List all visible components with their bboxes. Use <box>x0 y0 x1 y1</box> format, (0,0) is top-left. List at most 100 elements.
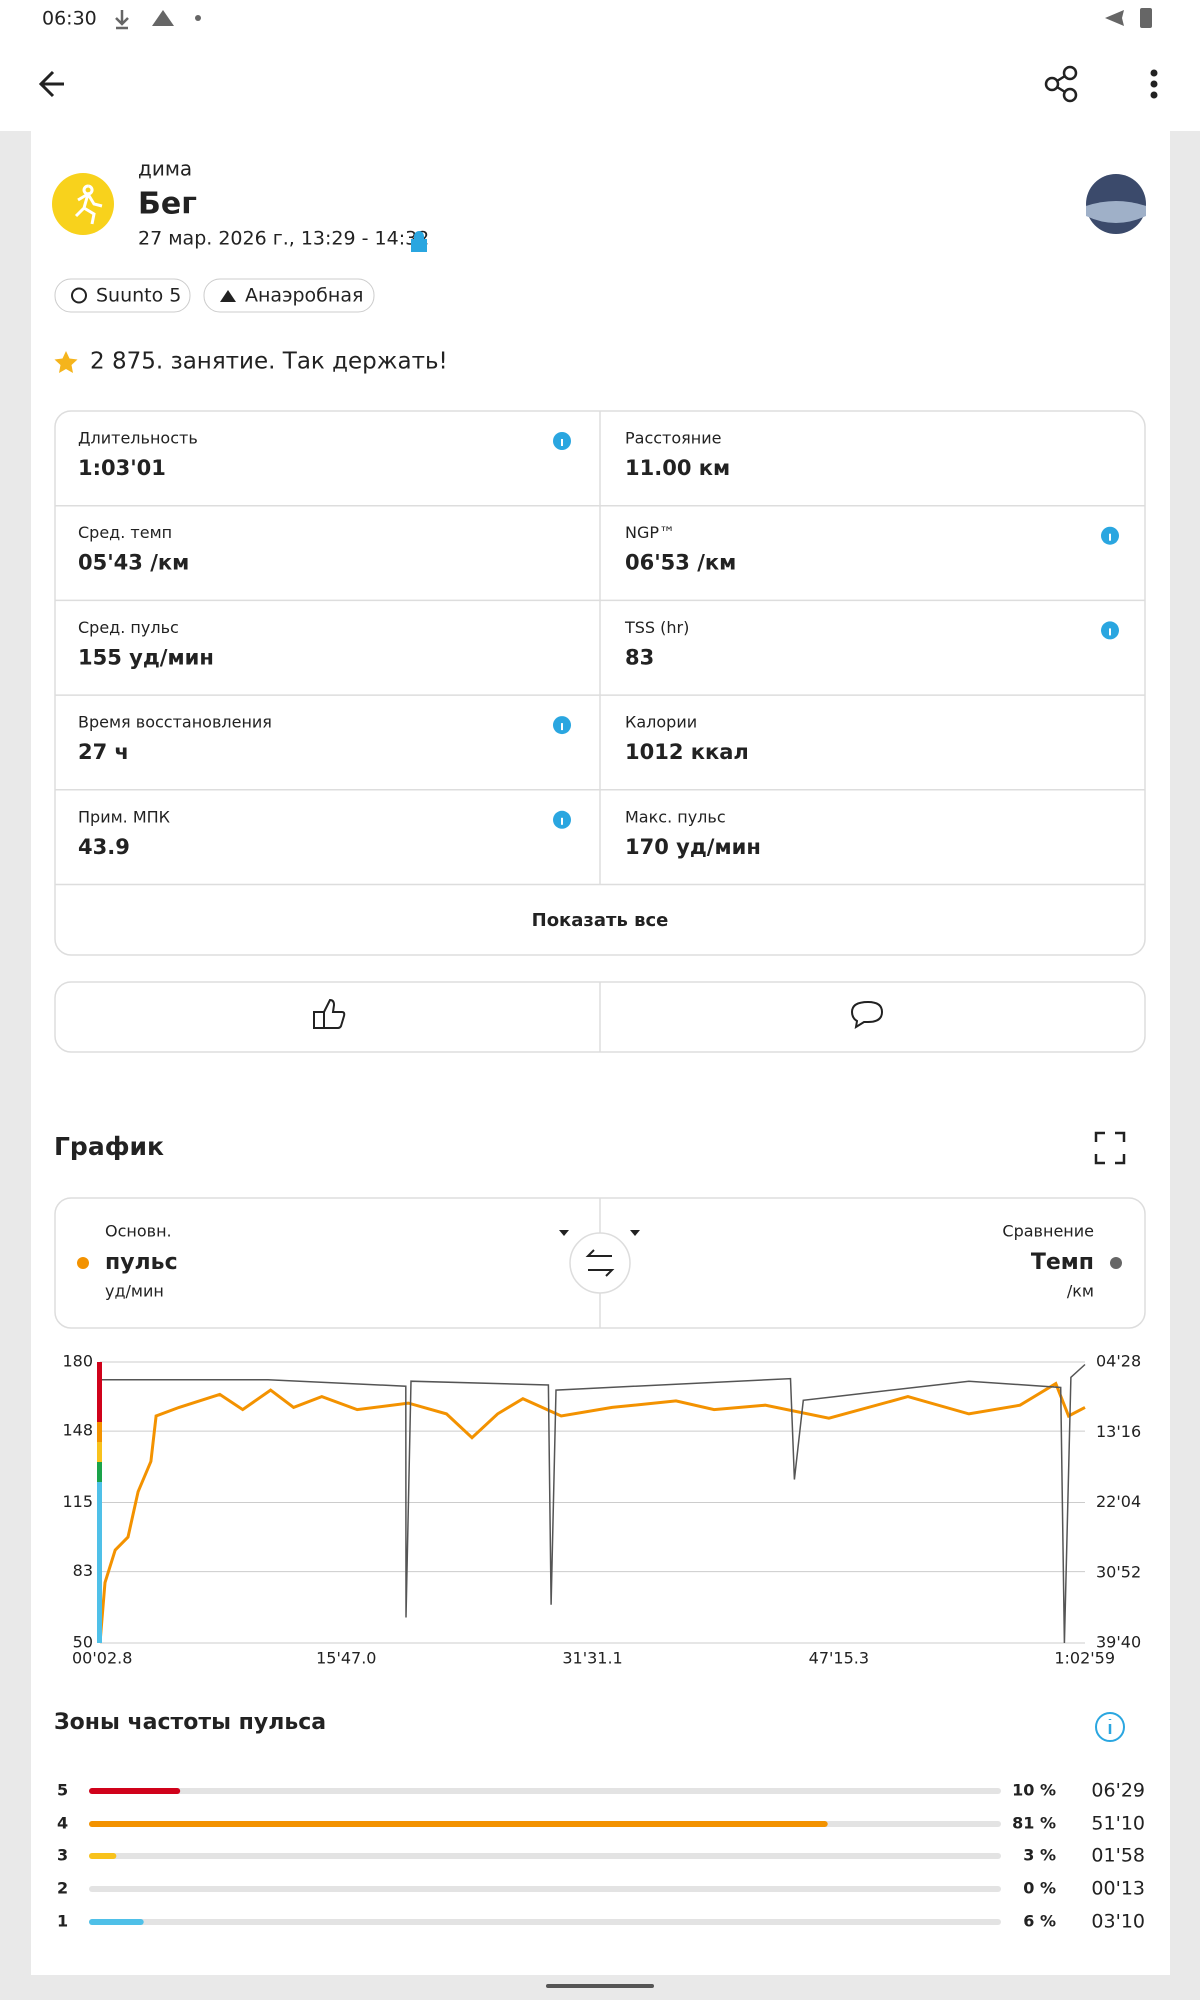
zone-number: 1 <box>57 1912 68 1931</box>
y2-tick-label: 22'04 <box>1096 1492 1141 1511</box>
zone-percent: 6 % <box>1023 1912 1056 1931</box>
y-tick-label: 180 <box>62 1352 93 1371</box>
stat-value: 11.00 км <box>625 456 730 480</box>
main-caption: Основн. <box>105 1222 172 1241</box>
zone-track <box>89 1919 1001 1925</box>
menu-button[interactable] <box>1150 69 1158 99</box>
home-indicator <box>546 1984 654 1988</box>
content-card <box>31 131 1170 1975</box>
zones-title: Зоны частоты пульса <box>54 1710 326 1735</box>
zone-strip <box>97 1422 102 1442</box>
zone-time: 06'29 <box>1091 1780 1145 1802</box>
back-button[interactable] <box>38 70 64 98</box>
stat-label: Расстояние <box>625 429 721 448</box>
stat-value: 1:03'01 <box>78 456 166 480</box>
tag-pill <box>203 278 375 313</box>
zone-bar <box>89 1821 828 1827</box>
stat-value: 1012 ккал <box>625 740 749 764</box>
zone-track <box>89 1853 1001 1859</box>
series-line <box>98 1381 1086 1644</box>
dropdown-icon[interactable] <box>559 1230 569 1236</box>
compare-caption: Сравнение <box>1002 1222 1094 1241</box>
main-unit: уд/мин <box>105 1282 164 1301</box>
sport-icon <box>52 173 114 235</box>
zone-percent: 81 % <box>1012 1814 1056 1833</box>
wifi-icon <box>1105 10 1124 26</box>
y2-tick-label: 30'52 <box>1096 1562 1141 1581</box>
stat-value: 155 уд/мин <box>78 645 214 669</box>
compare-unit: /км <box>1067 1282 1094 1301</box>
zones-list: 5 10 % 06'29 4 81 % 51'10 3 3 % 01'58 2 0 % 00'13 1 6… <box>57 1780 1145 1933</box>
stat-label: Сред. темп <box>78 523 172 542</box>
zone-percent: 3 % <box>1023 1846 1056 1865</box>
swap-button[interactable] <box>569 1232 631 1294</box>
tag-pill <box>54 278 191 313</box>
user-name: дима <box>138 157 192 181</box>
lock-icon <box>411 231 427 252</box>
stat-label: Время восстановления <box>78 713 272 732</box>
stat-label: NGP™ <box>625 523 675 542</box>
share-button[interactable] <box>1044 65 1078 103</box>
stat-label: Макс. пульс <box>625 807 726 826</box>
zone-percent: 0 % <box>1023 1879 1056 1898</box>
zone-time: 01'58 <box>1091 1845 1145 1867</box>
avatar-detail <box>1086 201 1146 223</box>
status-time: 06:30 <box>42 8 97 30</box>
x-tick-label: 47'15.3 <box>809 1649 869 1668</box>
stat-value: 27 ч <box>78 740 129 764</box>
star-icon <box>54 351 78 373</box>
stat-label: TSS (hr) <box>624 618 689 637</box>
battery-icon <box>1140 8 1152 28</box>
main-dot <box>77 1257 89 1269</box>
swap-icon <box>585 1249 615 1277</box>
zone-number: 5 <box>57 1781 68 1800</box>
zone-strip <box>97 1362 102 1422</box>
zone-track <box>89 1886 1001 1892</box>
stat-value: 05'43 /км <box>78 551 189 575</box>
zone-strip <box>97 1462 102 1482</box>
zone-bar <box>89 1788 181 1794</box>
x-tick-label: 00'02.8 <box>72 1649 132 1668</box>
y-tick-label: 115 <box>62 1492 93 1511</box>
dropdown-icon[interactable] <box>630 1230 640 1236</box>
y-tick-label: 148 <box>62 1421 93 1440</box>
zone-number: 3 <box>57 1846 68 1865</box>
compare-dot <box>1110 1257 1122 1269</box>
comment-button[interactable] <box>850 1000 884 1030</box>
x-tick-label: 31'31.1 <box>562 1649 622 1668</box>
compare-name[interactable]: Темп <box>1031 1250 1094 1275</box>
zone-time: 03'10 <box>1091 1911 1145 1933</box>
zone-percent: 10 % <box>1012 1781 1056 1800</box>
graph-title: График <box>54 1132 164 1161</box>
zones-info-button[interactable] <box>1095 1712 1125 1742</box>
stat-value: 170 уд/мин <box>625 835 761 859</box>
zone-number: 4 <box>57 1814 68 1833</box>
stat-label: Прим. МПК <box>78 807 171 826</box>
like-button[interactable] <box>313 998 346 1029</box>
y-tick-label: 83 <box>73 1561 93 1580</box>
tag: Анаэробная <box>245 285 363 307</box>
zone-time: 51'10 <box>1091 1813 1145 1835</box>
watch-icon <box>71 287 87 304</box>
workout-date: 27 мар. 2026 г., 13:29 - 14:32 <box>138 228 429 250</box>
warning-icon <box>152 10 174 26</box>
triangle-icon <box>220 290 236 302</box>
show-all-button[interactable]: Показать все <box>532 910 669 931</box>
y2-tick-label: 04'28 <box>1096 1352 1141 1371</box>
series-line <box>100 1363 1086 1644</box>
y2-tick-label: 13'16 <box>1096 1422 1141 1441</box>
achievement: 2 875. занятие. Так держать! <box>90 349 448 375</box>
x-tick-label: 1:02'59 <box>1054 1649 1115 1668</box>
zone-time: 00'13 <box>1091 1878 1145 1900</box>
stat-label: Сред. пульс <box>78 618 179 637</box>
runner-icon <box>74 184 103 225</box>
fullscreen-button[interactable] <box>1094 1131 1126 1165</box>
zone-strip <box>97 1442 102 1462</box>
stat-value: 43.9 <box>78 835 130 859</box>
zone-number: 2 <box>57 1879 68 1898</box>
y2-tick-label: 39'40 <box>1096 1633 1141 1652</box>
main-name[interactable]: пульс <box>105 1250 178 1275</box>
stats-card: Длительность 1:03'01 Расстояние 11.00 км Сре… <box>54 410 1146 956</box>
